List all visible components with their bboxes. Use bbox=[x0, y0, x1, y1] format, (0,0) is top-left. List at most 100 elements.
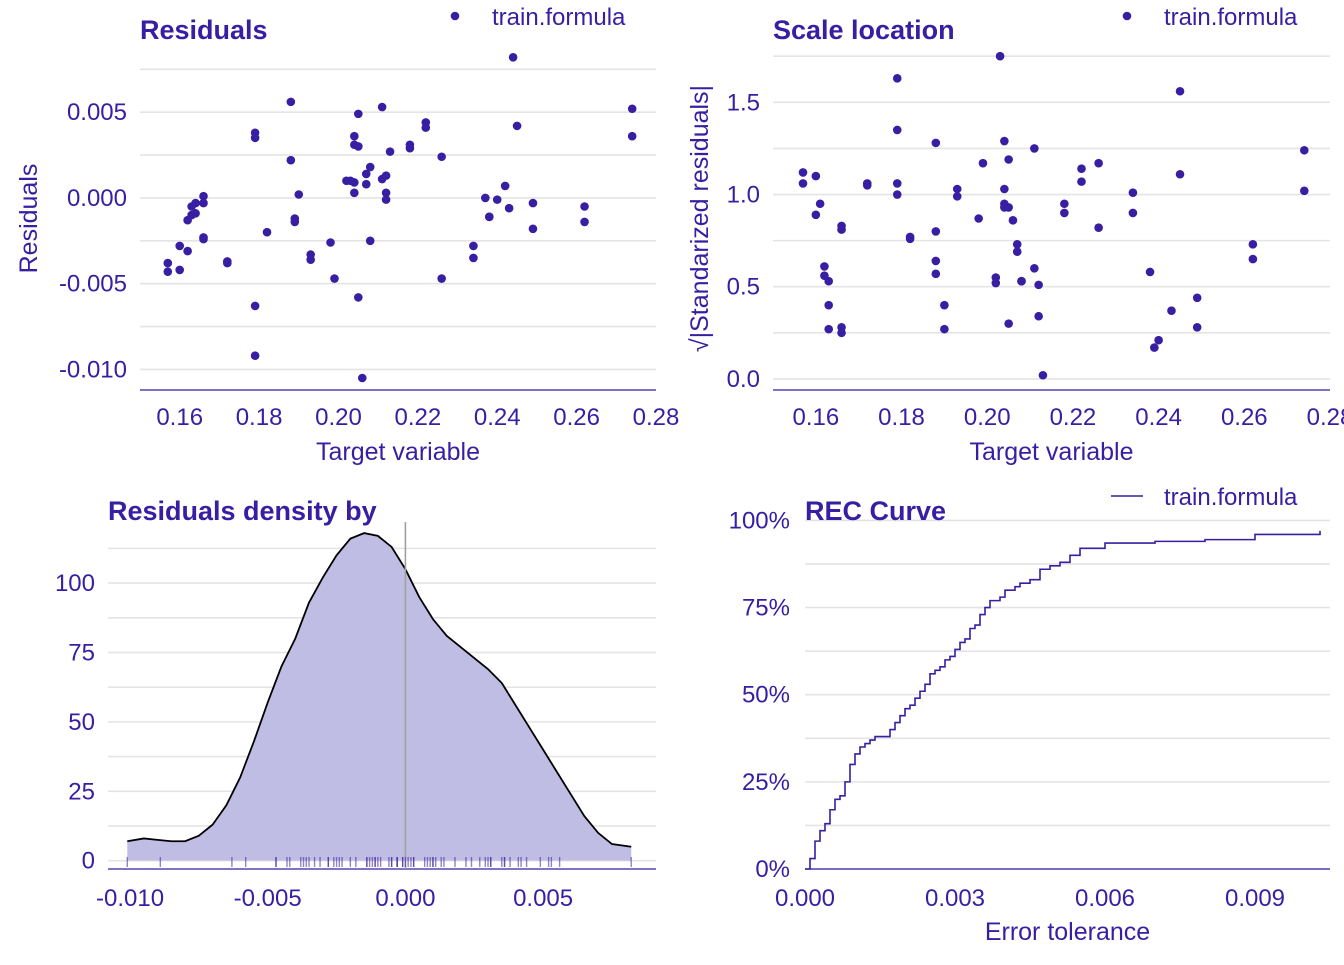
data-point bbox=[824, 276, 833, 286]
y-tick-label: 0 bbox=[82, 848, 95, 875]
data-point bbox=[223, 258, 232, 268]
data-point bbox=[1008, 216, 1018, 225]
legend-marker bbox=[1122, 11, 1132, 21]
x-tick-label: 0.16 bbox=[792, 404, 839, 431]
data-point bbox=[1034, 311, 1043, 321]
data-point bbox=[1004, 155, 1013, 164]
density-area bbox=[127, 533, 632, 861]
data-point bbox=[508, 52, 518, 62]
data-point bbox=[361, 169, 371, 179]
data-point bbox=[1299, 186, 1309, 196]
data-point bbox=[978, 158, 988, 168]
data-point bbox=[1077, 177, 1086, 186]
x-axis-label: Target variable bbox=[970, 438, 1134, 466]
data-point bbox=[1167, 306, 1176, 316]
y-tick-label: 50 bbox=[68, 709, 95, 736]
data-point bbox=[437, 274, 446, 283]
y-tick-label: 0.000 bbox=[67, 185, 127, 212]
x-tick-label: -0.010 bbox=[96, 885, 164, 912]
y-tick-label: 0% bbox=[755, 856, 790, 883]
data-point bbox=[500, 181, 510, 191]
data-point bbox=[405, 140, 415, 150]
x-tick-label: 0.24 bbox=[1135, 404, 1182, 431]
legend-marker bbox=[450, 11, 460, 21]
density-line bbox=[127, 532, 632, 848]
x-tick-label: 0.22 bbox=[394, 404, 441, 431]
legend: train.formula bbox=[450, 4, 626, 31]
data-point bbox=[306, 255, 315, 264]
data-point bbox=[627, 131, 637, 141]
data-point bbox=[811, 171, 821, 181]
data-point bbox=[326, 238, 335, 247]
data-point bbox=[820, 262, 829, 271]
x-tick-label: 0.006 bbox=[1075, 885, 1135, 912]
data-point bbox=[286, 155, 296, 165]
x-tick-label: 0.28 bbox=[1307, 404, 1344, 431]
data-point bbox=[1077, 164, 1086, 174]
data-point bbox=[798, 168, 808, 177]
data-point bbox=[862, 181, 872, 190]
residuals-density-panel: Residuals density by -0.010 -0.005 0.000 0.0… bbox=[55, 496, 656, 912]
data-point bbox=[940, 300, 949, 310]
gridlines bbox=[773, 55, 1330, 380]
x-tick-label: 0.18 bbox=[878, 404, 925, 431]
data-point bbox=[528, 224, 538, 234]
x-tick-label: 0.22 bbox=[1050, 404, 1097, 431]
data-point bbox=[294, 190, 304, 199]
y-axis-label: √|Standarized residuals| bbox=[686, 85, 714, 352]
data-point bbox=[354, 293, 363, 302]
data-point bbox=[824, 300, 833, 310]
y-tick-label: 25 bbox=[68, 778, 95, 805]
x-tick-label: -0.005 bbox=[234, 885, 302, 912]
data-point bbox=[1145, 267, 1155, 277]
y-tick-label: 0.0 bbox=[727, 366, 760, 393]
plot-title: Scale location bbox=[773, 15, 955, 45]
data-point bbox=[512, 121, 522, 131]
x-tick-label: 0.20 bbox=[315, 404, 362, 431]
data-point bbox=[1299, 145, 1309, 155]
data-point bbox=[931, 256, 941, 266]
data-point bbox=[250, 351, 260, 361]
data-point bbox=[905, 234, 915, 244]
data-point bbox=[163, 267, 173, 276]
y-tick-label: 1.0 bbox=[727, 182, 760, 209]
data-point bbox=[1128, 208, 1138, 218]
data-point bbox=[469, 241, 478, 251]
data-point bbox=[357, 373, 367, 383]
x-tick-label: 0.20 bbox=[964, 404, 1011, 431]
data-point bbox=[163, 258, 173, 268]
data-point bbox=[381, 195, 391, 204]
data-point bbox=[1248, 240, 1258, 249]
data-point bbox=[1000, 136, 1009, 146]
data-point bbox=[1060, 208, 1069, 218]
data-point bbox=[940, 324, 949, 334]
data-point bbox=[385, 147, 395, 156]
data-point bbox=[1128, 188, 1138, 197]
data-point bbox=[1192, 293, 1202, 303]
data-point bbox=[1004, 319, 1013, 328]
data-point bbox=[1038, 370, 1048, 380]
data-point bbox=[183, 246, 192, 256]
data-point bbox=[350, 131, 359, 141]
data-point bbox=[1030, 144, 1039, 153]
legend: train.formula bbox=[1111, 484, 1298, 511]
data-point bbox=[361, 179, 371, 189]
y-tick-label: 75 bbox=[68, 639, 95, 666]
data-point bbox=[354, 109, 363, 119]
data-point bbox=[1175, 86, 1185, 96]
data-point bbox=[1030, 263, 1039, 273]
plot-title: REC Curve bbox=[805, 496, 946, 526]
gridlines bbox=[140, 68, 656, 371]
data-point bbox=[199, 191, 208, 201]
legend-label: train.formula bbox=[1164, 484, 1298, 511]
data-point bbox=[995, 51, 1005, 61]
data-point bbox=[377, 102, 387, 112]
data-point bbox=[199, 234, 208, 244]
data-point bbox=[421, 123, 431, 132]
data-point bbox=[381, 188, 391, 198]
x-tick-label: 0.16 bbox=[156, 404, 203, 431]
data-point bbox=[175, 241, 184, 251]
y-tick-label: 100 bbox=[55, 570, 95, 597]
data-point bbox=[1094, 223, 1103, 233]
